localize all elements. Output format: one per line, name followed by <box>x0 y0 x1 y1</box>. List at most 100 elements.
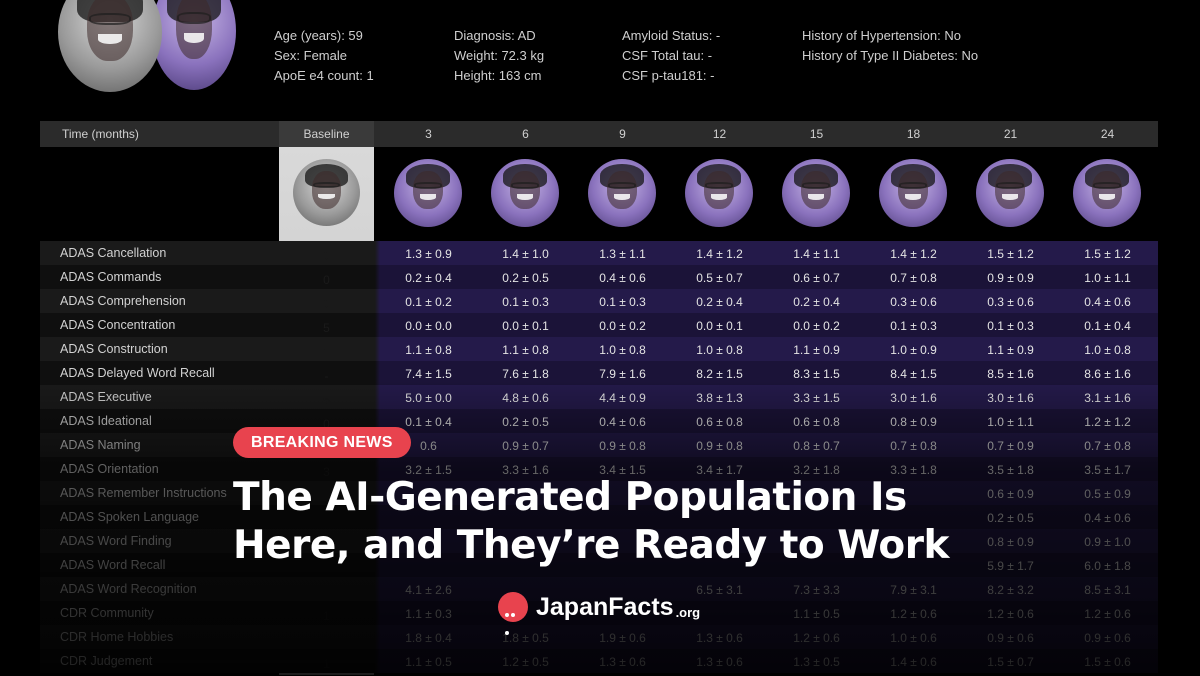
table-cell: 1.1 ± 0.8 <box>502 343 549 357</box>
brand-logo[interactable]: JapanFacts .org <box>498 591 701 635</box>
table-cell: 0.2 ± 0.5 <box>502 271 549 285</box>
headline: The AI-Generated Population Is Here, and… <box>233 474 1033 570</box>
table-cell: 0.0 ± 0.2 <box>599 319 646 333</box>
table-cell: 0.1 ± 0.3 <box>599 295 646 309</box>
breaking-news-badge: BREAKING NEWS <box>233 427 411 458</box>
month-header-9: 9 <box>619 127 626 141</box>
table-cell: 0.5 ± 0.7 <box>696 271 743 285</box>
table-cell: 1.5 ± 1.2 <box>987 247 1034 261</box>
table-cell: 0.0 ± 0.1 <box>696 319 743 333</box>
row-label: ADAS Concentration <box>60 318 176 332</box>
table-cell: 8.2 ± 1.5 <box>696 367 743 381</box>
baseline-value: 0 <box>323 297 330 311</box>
patient-info-col1: Age (years): 59 Sex: Female ApoE e4 count:… <box>274 28 374 83</box>
patient-info-col4: History of Hypertension: No History of Ty… <box>802 28 979 63</box>
row-label: ADAS Comprehension <box>60 294 186 308</box>
baseline-value: 0 <box>323 273 330 287</box>
table-row <box>40 337 1158 361</box>
month-header-18: 18 <box>906 127 921 141</box>
table-cell: 0.0 ± 0.2 <box>793 319 840 333</box>
row-label: ADAS Cancellation <box>60 246 167 260</box>
generated-avatar-month-18 <box>879 159 947 227</box>
generated-avatar-month-24 <box>1073 159 1141 227</box>
table-header-bar <box>40 121 1158 147</box>
generated-avatar-month-12 <box>685 159 753 227</box>
table-cell: 7.6 ± 1.8 <box>502 367 549 381</box>
table-cell: 0.7 ± 0.8 <box>890 271 937 285</box>
table-cell: 7.9 ± 1.6 <box>599 367 646 381</box>
generated-avatar-month-15 <box>782 159 850 227</box>
table-row <box>40 313 1158 337</box>
month-header-24: 24 <box>1100 127 1115 141</box>
table-cell: 0.6 ± 0.7 <box>793 271 840 285</box>
bottom-fade-overlay <box>0 380 1200 675</box>
headline-line-1: The AI-Generated Population Is <box>233 475 907 520</box>
table-cell: 1.0 ± 1.1 <box>1084 271 1131 285</box>
generated-avatar-month-6 <box>491 159 559 227</box>
table-cell: 8.3 ± 1.5 <box>793 367 840 381</box>
table-cell: 1.4 ± 1.2 <box>890 247 937 261</box>
table-cell: 0.2 ± 0.4 <box>405 271 452 285</box>
table-cell: 0.0 ± 0.1 <box>502 319 549 333</box>
table-cell: 1.4 ± 1.1 <box>793 247 840 261</box>
table-cell: 0.3 ± 0.6 <box>890 295 937 309</box>
baseline-header-label: Baseline <box>303 127 350 141</box>
baseline-value: 0 <box>323 249 330 263</box>
table-cell: 7.4 ± 1.5 <box>405 367 452 381</box>
generated-avatar-month-21 <box>976 159 1044 227</box>
chat-bubble-icon <box>498 592 528 635</box>
table-cell: 0.3 ± 0.6 <box>987 295 1034 309</box>
table-cell: 0.0 ± 0.0 <box>405 319 452 333</box>
time-header-label: Time (months) <box>62 127 139 141</box>
generated-avatar-month-9 <box>588 159 656 227</box>
row-label: ADAS Commands <box>60 270 162 284</box>
table-cell: 0.1 ± 0.3 <box>502 295 549 309</box>
table-cell: 0.2 ± 0.4 <box>696 295 743 309</box>
table-cell: 8.5 ± 1.6 <box>987 367 1034 381</box>
headline-line-2: Here, and They’re Ready to Work <box>233 523 949 568</box>
table-cell: 1.5 ± 1.2 <box>1084 247 1131 261</box>
patient-info-col2: Diagnosis: AD Weight: 72.3 kg Height: 163 … <box>454 28 545 83</box>
month-header-21: 21 <box>1003 127 1018 141</box>
table-cell: 0.2 ± 0.4 <box>793 295 840 309</box>
baseline-value: - <box>324 369 329 383</box>
table-cell: 0.1 ± 0.3 <box>890 319 937 333</box>
table-cell: 1.0 ± 0.8 <box>599 343 646 357</box>
brand-tld: .org <box>675 604 701 620</box>
baseline-value: 1 <box>323 345 330 359</box>
table-cell: 1.1 ± 0.9 <box>987 343 1034 357</box>
table-cell: 0.9 ± 0.9 <box>987 271 1034 285</box>
baseline-avatar <box>293 159 360 226</box>
row-label: ADAS Delayed Word Recall <box>60 366 215 380</box>
table-cell: 1.0 ± 0.8 <box>696 343 743 357</box>
table-cell: 1.0 ± 0.9 <box>890 343 937 357</box>
month-header-15: 15 <box>809 127 824 141</box>
brand-name: JapanFacts <box>536 592 674 621</box>
table-row <box>40 289 1158 313</box>
table-cell: 0.4 ± 0.6 <box>1084 295 1131 309</box>
month-header-3: 3 <box>425 127 432 141</box>
table-cell: 1.4 ± 1.2 <box>696 247 743 261</box>
table-cell: 0.1 ± 0.4 <box>1084 319 1131 333</box>
row-label: ADAS Construction <box>60 342 168 356</box>
baseline-header-cell <box>279 121 374 147</box>
table-cell: 8.6 ± 1.6 <box>1084 367 1131 381</box>
table-cell: 0.1 ± 0.3 <box>987 319 1034 333</box>
generated-avatar-month-3 <box>394 159 462 227</box>
patient-avatar-generated <box>152 0 236 90</box>
table-cell: 0.1 ± 0.2 <box>405 295 452 309</box>
table-cell: 1.1 ± 0.9 <box>793 343 840 357</box>
baseline-value: 5 <box>323 321 330 335</box>
patient-info-col3: Amyloid Status: - CSF Total tau: - CSF p-t… <box>622 28 721 83</box>
table-row <box>40 241 1158 265</box>
month-header-12: 12 <box>712 127 727 141</box>
month-header-6: 6 <box>522 127 529 141</box>
table-cell: 1.1 ± 0.8 <box>405 343 452 357</box>
patient-avatar-real <box>58 0 162 92</box>
table-cell: 8.4 ± 1.5 <box>890 367 937 381</box>
table-cell: 1.4 ± 1.0 <box>502 247 549 261</box>
table-cell: 1.3 ± 1.1 <box>599 247 646 261</box>
table-row <box>40 265 1158 289</box>
table-cell: 0.4 ± 0.6 <box>599 271 646 285</box>
table-cell: 1.3 ± 0.9 <box>405 247 452 261</box>
